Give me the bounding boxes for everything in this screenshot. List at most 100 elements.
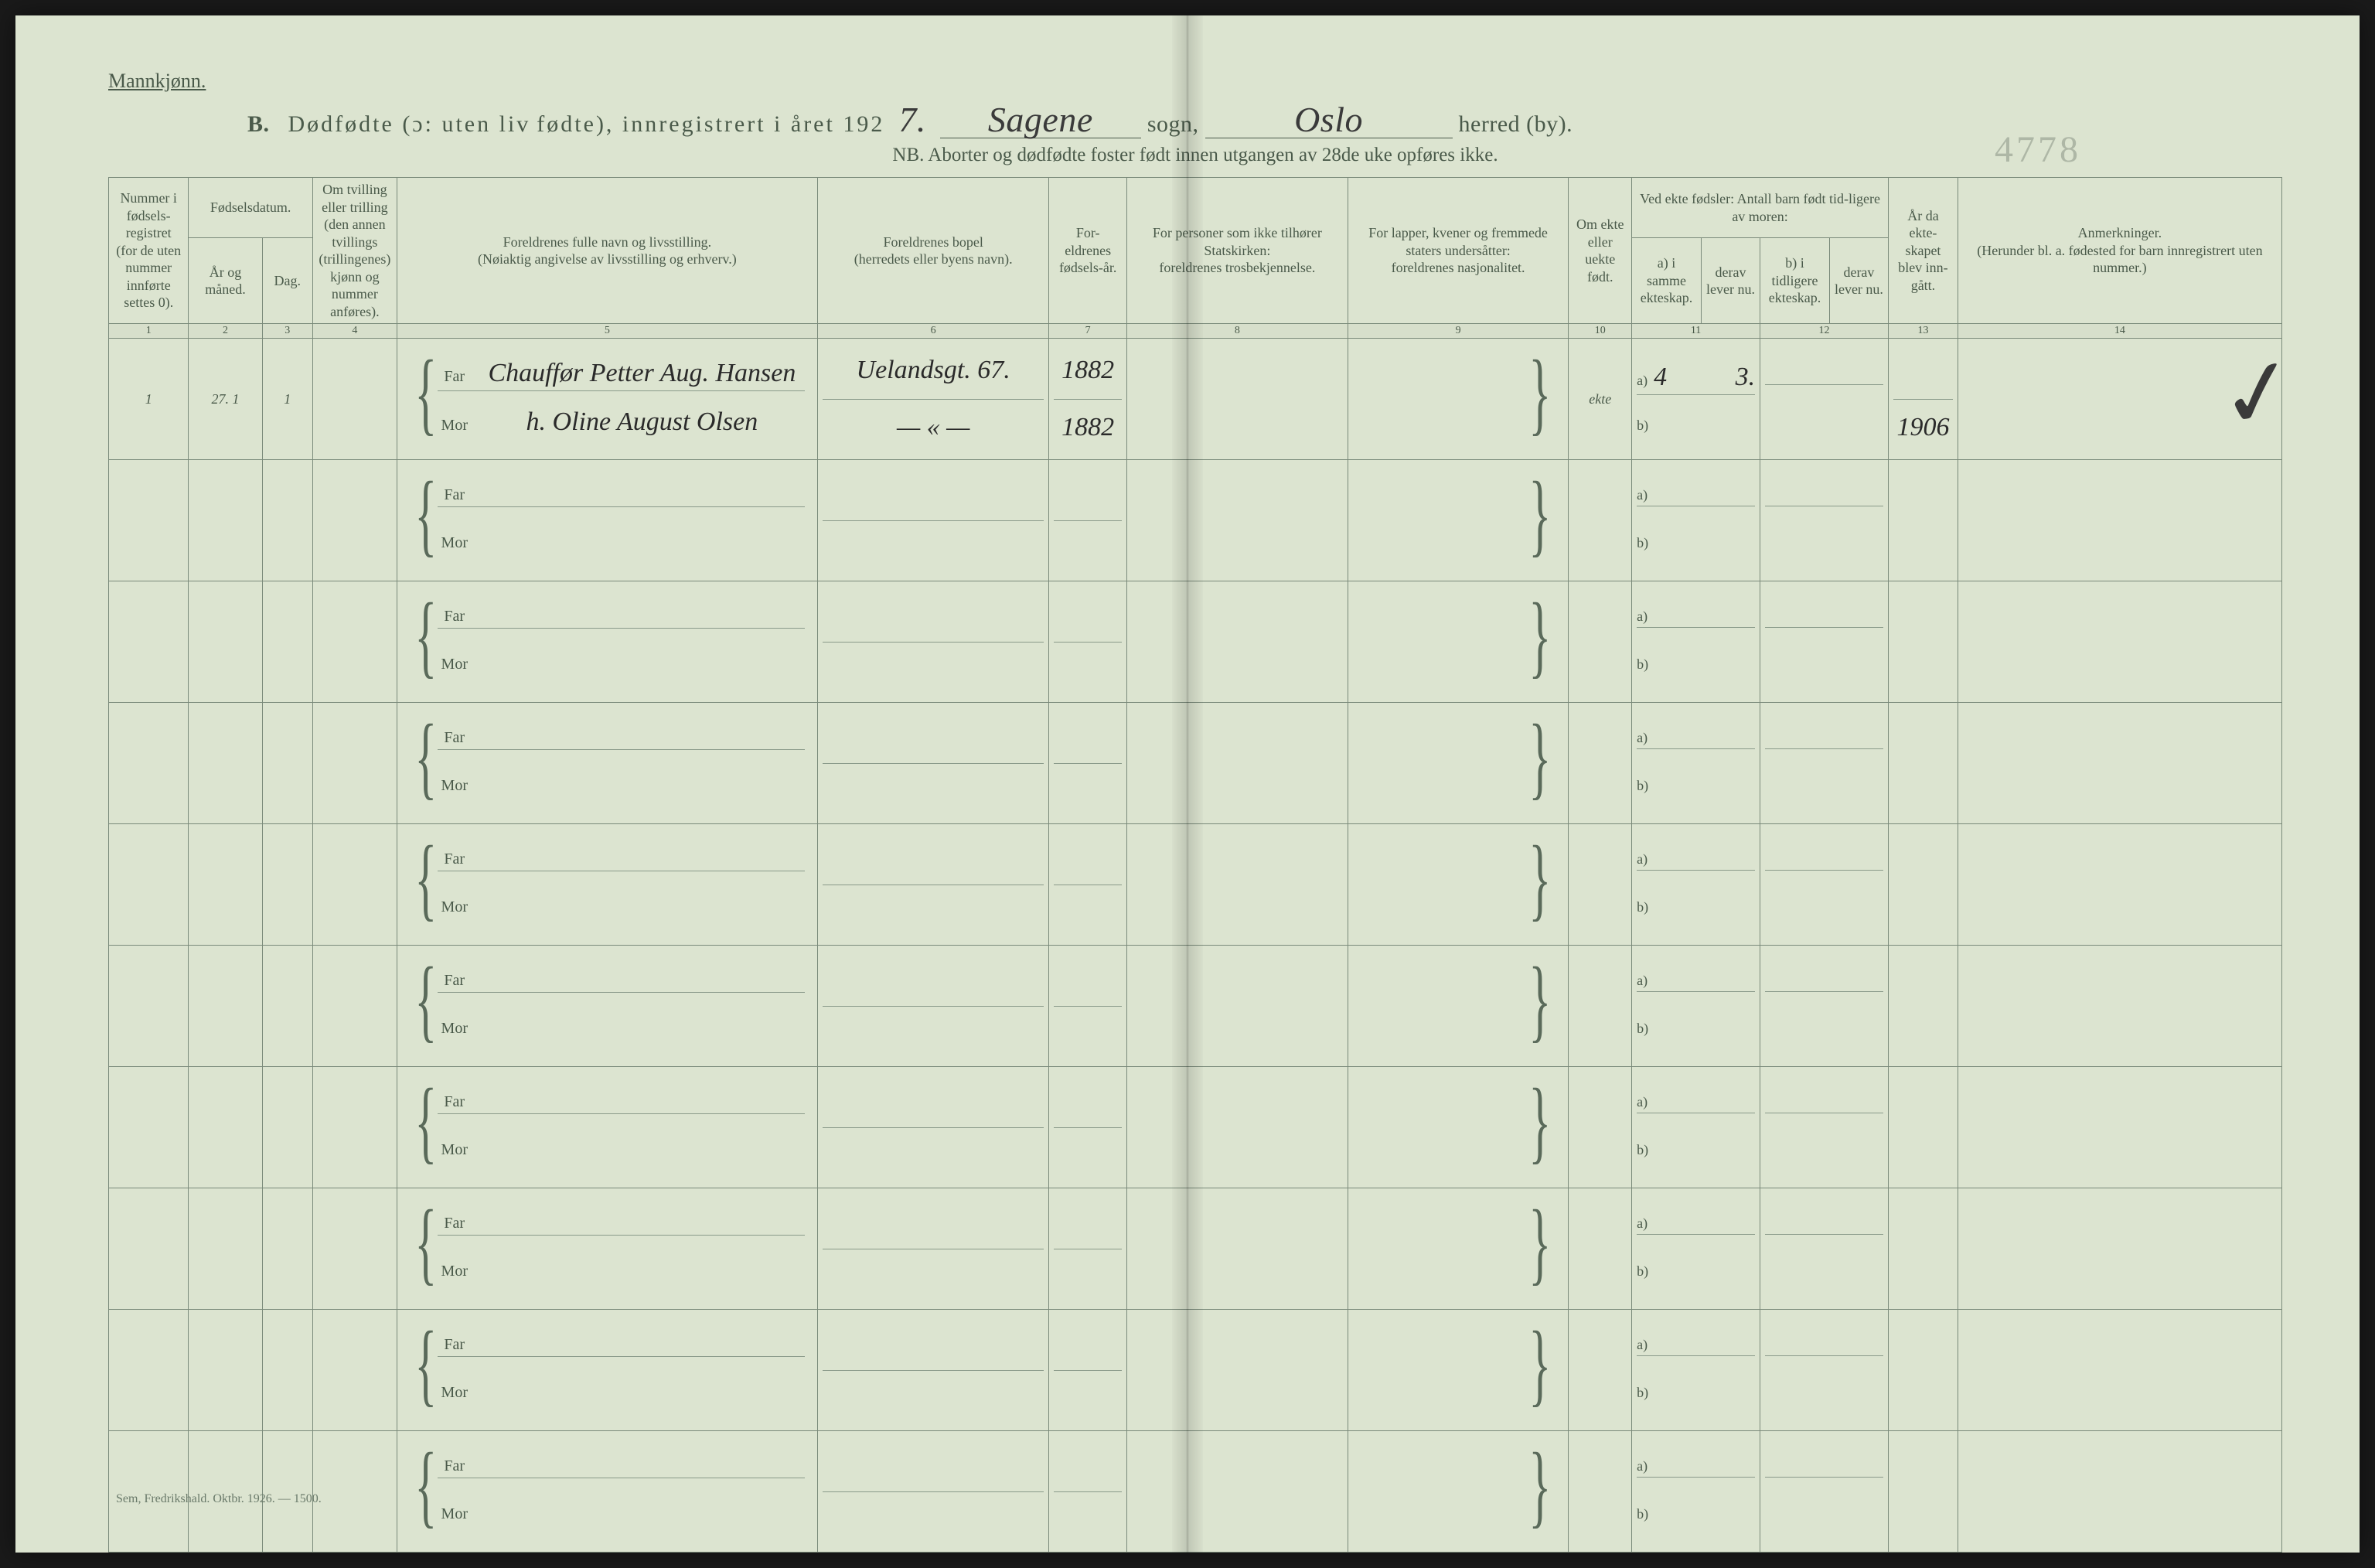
cell bbox=[312, 460, 397, 581]
cell bbox=[1958, 1310, 2281, 1431]
cell bbox=[1569, 1067, 1632, 1188]
printer-footer: Sem, Fredrikshald. Oktbr. 1926. — 1500. bbox=[116, 1492, 322, 1506]
cn-6: 6 bbox=[818, 324, 1049, 339]
col-5-top: Foreldrenes fulle navn og livsstilling. bbox=[402, 233, 813, 251]
col-8-top: For personer som ikke tilhører Statskirk… bbox=[1132, 224, 1343, 259]
cn-10: 10 bbox=[1569, 324, 1632, 339]
cell bbox=[109, 1188, 189, 1310]
ab-b-cell bbox=[1760, 460, 1889, 581]
cn-3: 3 bbox=[262, 324, 312, 339]
col-9-top: For lapper, kvener og fremmede staters u… bbox=[1353, 224, 1564, 259]
brace-right-icon: } bbox=[1528, 711, 1551, 803]
split-cell bbox=[1049, 581, 1127, 703]
split-cell bbox=[818, 946, 1049, 1067]
cell bbox=[109, 824, 189, 946]
cell bbox=[1958, 703, 2281, 824]
split-bot bbox=[1054, 1007, 1122, 1064]
parents-cell: { Far Mor bbox=[397, 460, 817, 581]
parents-cell: { Far Mor bbox=[397, 1310, 817, 1431]
a-label: a) bbox=[1637, 487, 1648, 503]
split-bot bbox=[823, 1007, 1044, 1064]
col-2b: Dag. bbox=[262, 238, 312, 324]
split-bot bbox=[823, 885, 1044, 943]
b-label: b) bbox=[1637, 1021, 1648, 1037]
cn-5: 5 bbox=[397, 324, 817, 339]
split-cell bbox=[818, 581, 1049, 703]
cell bbox=[1889, 1310, 1958, 1431]
split-top bbox=[823, 949, 1044, 1007]
ab-b-cell bbox=[1760, 703, 1889, 824]
cn-13: 13 bbox=[1889, 324, 1958, 339]
year-suffix: 7. bbox=[891, 99, 934, 140]
a-label: a) bbox=[1637, 851, 1648, 868]
district-field: Oslo bbox=[1205, 102, 1453, 138]
brace-right-icon: } bbox=[1528, 346, 1551, 439]
section-letter: B. bbox=[247, 111, 270, 138]
split-cell bbox=[818, 1431, 1049, 1553]
cell bbox=[189, 824, 262, 946]
split-top bbox=[823, 706, 1044, 764]
a-derav: 3. bbox=[1736, 363, 1756, 392]
split-top bbox=[1054, 949, 1122, 1007]
ab-a-cell: a) b) bbox=[1632, 1188, 1760, 1310]
split-cell: 18821882 bbox=[1049, 339, 1127, 460]
ab-b-cell bbox=[1760, 339, 1889, 460]
cell: } bbox=[1348, 581, 1569, 703]
split-top bbox=[1893, 342, 1953, 400]
split-top bbox=[1054, 1070, 1122, 1128]
cell: } bbox=[1348, 1431, 1569, 1553]
col-12a: derav lever nu. bbox=[1701, 238, 1760, 324]
b-label: b) bbox=[1637, 656, 1648, 673]
col-14-top: Anmerkninger. bbox=[1963, 224, 2277, 242]
col-7-header: For-eldrenes fødsels-år. bbox=[1049, 178, 1127, 324]
a-label: a) bbox=[1637, 730, 1648, 746]
split-bot bbox=[1054, 885, 1122, 943]
cell bbox=[1569, 703, 1632, 824]
ab-a-cell: a) b) bbox=[1632, 946, 1760, 1067]
cell bbox=[1958, 1188, 2281, 1310]
ab-a-cell: a) b) bbox=[1632, 824, 1760, 946]
cell bbox=[1889, 824, 1958, 946]
parents-cell: { Far Mor bbox=[397, 1067, 817, 1188]
col-9-sub: foreldrenes nasjonalitet. bbox=[1353, 259, 1564, 277]
parents-cell: { Far Mor bbox=[397, 581, 817, 703]
cell bbox=[1958, 460, 2281, 581]
col-9-header: For lapper, kvener og fremmede staters u… bbox=[1348, 178, 1569, 324]
cell bbox=[1127, 703, 1348, 824]
a-label: a) bbox=[1637, 373, 1648, 389]
ab-b-cell bbox=[1760, 1067, 1889, 1188]
far-label: Far bbox=[438, 1457, 472, 1475]
cell bbox=[109, 581, 189, 703]
a-label: a) bbox=[1637, 973, 1648, 989]
mor-label: Mor bbox=[438, 417, 472, 435]
cell bbox=[312, 1067, 397, 1188]
col-14-header: Anmerkninger. (Herunder bl. a. fødested … bbox=[1958, 178, 2281, 324]
cell bbox=[1889, 1067, 1958, 1188]
split-bot bbox=[823, 1128, 1044, 1185]
split-top bbox=[823, 827, 1044, 885]
cell bbox=[1569, 1431, 1632, 1553]
split-top: 1882 bbox=[1054, 342, 1122, 400]
a-label: a) bbox=[1637, 608, 1648, 625]
col-13-header: År da ekte-skapet blev inn-gått. bbox=[1889, 178, 1958, 324]
split-bot: — « — bbox=[823, 400, 1044, 457]
split-bot bbox=[1054, 1128, 1122, 1185]
col-8-sub: foreldrenes trosbekjennelse. bbox=[1132, 259, 1343, 277]
split-cell bbox=[818, 460, 1049, 581]
split-top bbox=[823, 1070, 1044, 1128]
b-label: b) bbox=[1637, 778, 1648, 794]
ab-a-cell: a) b) bbox=[1632, 581, 1760, 703]
parents-cell: { Far Mor bbox=[397, 703, 817, 824]
split-top bbox=[823, 585, 1044, 643]
cell bbox=[189, 1431, 262, 1553]
book-spine bbox=[1172, 15, 1203, 1553]
split-top bbox=[1054, 1313, 1122, 1371]
cell bbox=[262, 1067, 312, 1188]
ab-b-cell bbox=[1760, 1431, 1889, 1553]
brace-icon: { bbox=[414, 589, 437, 682]
cell bbox=[1127, 581, 1348, 703]
cell: } bbox=[1348, 946, 1569, 1067]
cell bbox=[109, 946, 189, 1067]
ab-b-cell bbox=[1760, 581, 1889, 703]
cell: } bbox=[1348, 1310, 1569, 1431]
